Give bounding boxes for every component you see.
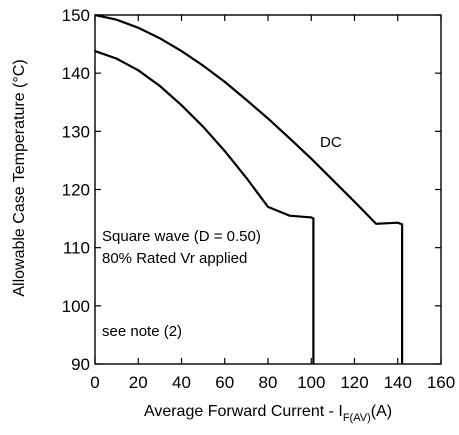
x-tick-label: 60 — [215, 373, 234, 392]
rated-vr-label: 80% Rated Vr applied — [102, 250, 247, 267]
x-tick-label: 0 — [90, 373, 99, 392]
x-tick-label: 160 — [427, 373, 455, 392]
dc-label: DC — [320, 134, 342, 151]
x-tick-label: 40 — [172, 373, 191, 392]
x-axis-title-subscript: F(AV) — [343, 412, 371, 424]
x-axis-title-unit: (A) — [371, 403, 392, 420]
y-tick-label: 110 — [63, 239, 90, 258]
square-wave-label: Square wave (D = 0.50) — [102, 228, 261, 245]
dc-curve — [94, 13, 404, 364]
x-tick-label: 100 — [297, 373, 325, 392]
y-axis-title: Allowable Case Temperature (°C) — [11, 59, 28, 296]
plot-frame — [94, 14, 442, 365]
x-tick-label: 120 — [340, 373, 368, 392]
square-wave-curve — [94, 50, 315, 364]
note-label: see note (2) — [102, 323, 182, 340]
y-tick-label: 100 — [62, 297, 90, 316]
y-tick-label: 90 — [71, 355, 90, 374]
x-tick-label: 20 — [129, 373, 148, 392]
x-axis-ticks: 0 20 40 60 80 100 120 140 160 — [90, 15, 455, 392]
x-axis-title: Average Forward Current - IF(AV)(A) — [144, 403, 392, 424]
y-tick-label: 140 — [62, 64, 90, 83]
x-tick-label: 140 — [384, 373, 412, 392]
y-tick-label: 150 — [62, 6, 90, 25]
y-axis-ticks: 90 100 110 120 130 140 150 — [62, 6, 441, 374]
y-tick-label: 120 — [62, 181, 90, 200]
curves — [94, 13, 404, 364]
x-tick-label: 80 — [259, 373, 278, 392]
y-tick-label: 130 — [62, 122, 90, 141]
x-axis-title-main: Average Forward Current - I — [144, 403, 343, 420]
